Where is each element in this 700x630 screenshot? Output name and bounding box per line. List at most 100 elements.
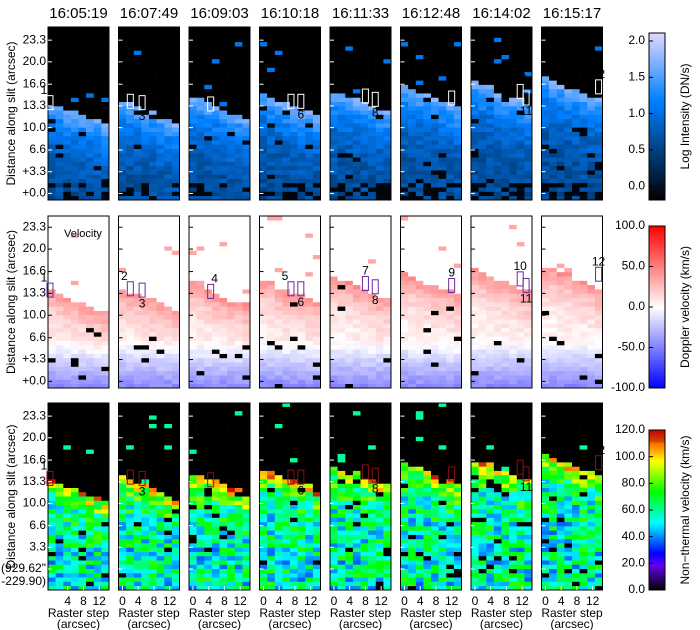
raster-cell (227, 97, 235, 102)
raster-cell (282, 293, 291, 298)
raster-cell (587, 114, 596, 120)
raster-cell (297, 228, 306, 234)
raster-cell (63, 37, 72, 43)
raster-cell (101, 237, 110, 243)
colorbar-strip (649, 160, 665, 163)
raster-cell (564, 97, 573, 102)
raster-cell (282, 224, 291, 230)
raster-cell (234, 379, 243, 384)
raster-cell (305, 165, 314, 171)
raster-cell (242, 375, 251, 380)
raster-cell (415, 101, 424, 107)
raster-cell (118, 178, 127, 184)
raster-cell (486, 327, 495, 333)
raster-cell (297, 127, 306, 132)
raster-cell (196, 41, 205, 47)
raster-cell (486, 345, 495, 350)
raster-cell (352, 237, 361, 243)
raster-cell (211, 157, 220, 162)
raster-cell (211, 195, 220, 201)
raster-cell (274, 161, 283, 167)
raster-cell (133, 345, 142, 350)
raster-cell (360, 101, 369, 107)
raster-cell (70, 276, 79, 281)
raster-cell (101, 71, 110, 77)
raster-cell (493, 33, 502, 38)
raster-cell (446, 54, 455, 60)
raster-cell (133, 323, 142, 329)
raster-cell (242, 178, 251, 184)
raster-cell (48, 340, 56, 346)
raster-cell (101, 276, 110, 281)
raster-cell (478, 280, 487, 286)
raster-cell (368, 127, 376, 132)
raster-cell (400, 84, 409, 90)
raster-cell (524, 131, 533, 137)
raster-cell (337, 336, 346, 341)
raster-cell (423, 233, 432, 238)
raster-cell (352, 284, 361, 290)
raster-cell (471, 84, 479, 90)
raster-cell (93, 110, 102, 115)
raster-cell (375, 182, 384, 188)
raster-cell (352, 233, 361, 238)
raster-cell (423, 153, 432, 158)
raster-cell (204, 302, 213, 307)
raster-cell (400, 131, 409, 137)
raster-cell (541, 127, 550, 132)
raster-cell (93, 148, 102, 154)
colorbar-strip (649, 191, 665, 195)
raster-cell (337, 191, 346, 196)
raster-cell (383, 332, 392, 337)
raster-cell (415, 178, 424, 184)
raster-cell (259, 216, 268, 221)
raster-cell (345, 41, 354, 47)
raster-cell (267, 63, 275, 68)
raster-cell (471, 323, 479, 329)
raster-cell (234, 383, 243, 389)
raster-cell (63, 144, 72, 149)
raster-cell (383, 157, 392, 162)
raster-cell (234, 250, 243, 255)
raster-cell (48, 178, 56, 184)
raster-cell (368, 302, 376, 307)
raster-cell (133, 314, 142, 320)
raster-cell (352, 220, 361, 225)
raster-cell (189, 27, 197, 30)
raster-cell (204, 216, 213, 221)
raster-cell (118, 345, 127, 350)
raster-cell (149, 263, 157, 268)
raster-cell (204, 220, 213, 225)
raster-cell (259, 153, 268, 158)
raster-cell (423, 216, 432, 221)
raster-cell (541, 54, 550, 60)
raster-cell (431, 191, 439, 196)
box-label: 6 (297, 108, 304, 122)
raster-cell (164, 276, 173, 281)
raster-cell (156, 191, 165, 196)
raster-cell (556, 58, 565, 64)
raster-cell (149, 105, 157, 111)
raster-cell (219, 27, 228, 30)
raster-cell (541, 80, 550, 85)
raster-cell (259, 310, 268, 316)
raster-cell (267, 336, 275, 341)
raster-cell (211, 50, 220, 55)
raster-cell (297, 67, 306, 73)
raster-cell (133, 88, 142, 94)
raster-cell (78, 93, 87, 98)
raster-cell (478, 165, 487, 171)
raster-cell (337, 174, 346, 179)
raster-cell (219, 216, 228, 221)
panel-frame (47, 215, 110, 389)
raster-cell (297, 263, 306, 268)
raster-cell (360, 297, 369, 303)
raster-cell (408, 327, 416, 333)
raster-cell (164, 170, 173, 175)
raster-cell (453, 383, 462, 389)
raster-cell (55, 191, 64, 196)
raster-cell (274, 271, 283, 277)
raster-cell (267, 263, 275, 268)
raster-cell (259, 33, 268, 38)
raster-cell (493, 362, 502, 367)
